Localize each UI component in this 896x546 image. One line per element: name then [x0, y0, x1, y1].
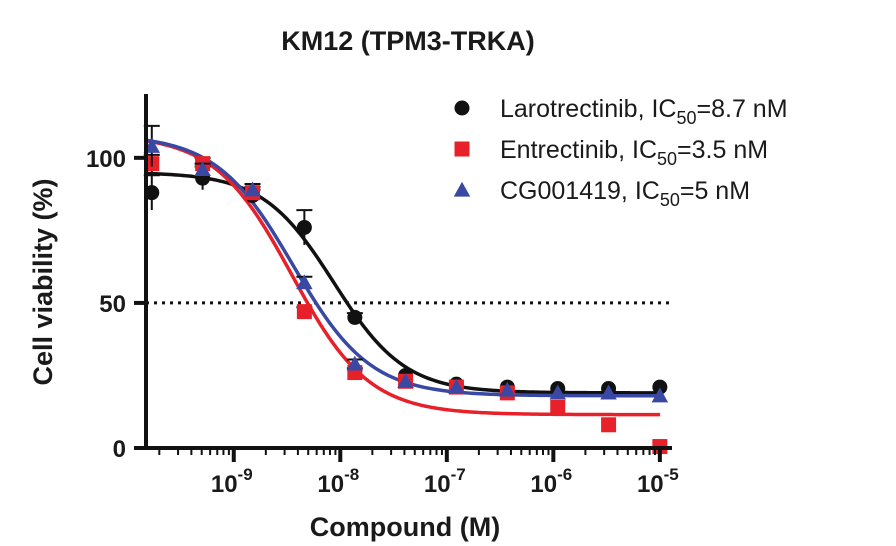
x-tick-label: 10-5: [637, 465, 679, 498]
data-point-2: [651, 387, 669, 403]
data-point-1: [296, 304, 312, 320]
y-tick-label-100: 100: [86, 146, 126, 173]
data-point-2: [499, 381, 516, 397]
x-tick-label: 10-8: [317, 465, 359, 498]
data-point-0: [296, 219, 312, 235]
data-point-2: [549, 384, 566, 400]
y-tick-label-0: 0: [113, 436, 126, 463]
axes: 0 50 100 10-9 10-8 10-7 10-6 10-5: [86, 94, 679, 498]
legend-marker-0: [454, 100, 470, 116]
chart-title: KM12 (TPM3-TRKA): [281, 26, 535, 56]
legend-entry-0: Larotrectinib, IC50=8.7 nM: [500, 95, 788, 128]
plot-area: [143, 124, 672, 455]
data-point-2: [244, 181, 261, 197]
data-point-0: [144, 185, 160, 201]
legend-marker-1: [454, 141, 470, 157]
fit-curve-1: [145, 139, 661, 417]
data-point-2: [296, 274, 313, 290]
x-tick-label: 10-7: [424, 465, 466, 498]
data-point-1: [601, 417, 617, 433]
data-point-1: [550, 399, 566, 415]
y-axis-label: Cell viability (%): [28, 178, 58, 385]
data-point-0: [652, 379, 668, 395]
legend-entry-2: CG001419, IC50=5 nM: [500, 177, 750, 210]
legend-entry-1: Entrectinib, IC50=3.5 nM: [500, 136, 768, 169]
data-point-2: [194, 161, 211, 177]
y-tick-label-50: 50: [99, 291, 126, 318]
fit-curve-0: [145, 171, 661, 395]
data-point-2: [397, 373, 414, 388]
data-point-2: [448, 378, 465, 394]
x-tick-label: 10-6: [530, 465, 572, 498]
legend-marker-2: [453, 181, 471, 197]
data-point-2: [600, 384, 617, 400]
data-point-0: [347, 309, 363, 325]
legend: Larotrectinib, IC50=8.7 nM Entrectinib, I…: [453, 95, 788, 210]
x-axis-label: Compound (M): [310, 512, 500, 542]
data-point-2: [346, 355, 364, 371]
x-tick-label: 10-9: [211, 465, 253, 498]
